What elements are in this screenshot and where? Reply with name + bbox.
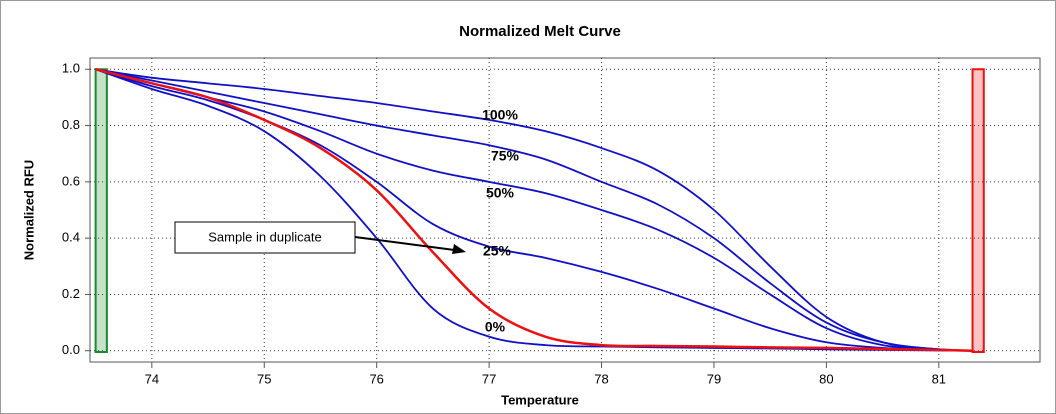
x-tick-label: 76 bbox=[369, 371, 383, 386]
annotation-arrow bbox=[354, 236, 463, 252]
x-axis-label: Temperature bbox=[501, 392, 579, 407]
y-tick-label: 0.6 bbox=[62, 173, 80, 188]
y-tick-label: 0.8 bbox=[62, 117, 80, 132]
curve-label: 50% bbox=[486, 185, 515, 201]
melt-curve bbox=[95, 68, 973, 352]
curve-label: 75% bbox=[491, 148, 520, 164]
arrow-head bbox=[452, 244, 466, 254]
curve-label: 25% bbox=[483, 243, 512, 259]
melt-curve bbox=[95, 68, 973, 352]
curve-label: 0% bbox=[485, 319, 506, 335]
annotation: Sample in duplicate bbox=[208, 229, 321, 244]
annotation-box bbox=[174, 221, 356, 254]
melt-curve bbox=[95, 68, 973, 352]
y-tick-label: 1.0 bbox=[62, 61, 80, 76]
y-tick-label: 0.2 bbox=[62, 286, 80, 301]
y-axis-label: Normalized RFU bbox=[21, 160, 36, 260]
melt-curve bbox=[95, 68, 973, 352]
marker-region bbox=[971, 68, 985, 354]
x-tick-label: 81 bbox=[932, 371, 946, 386]
melt-curve bbox=[95, 68, 973, 352]
x-tick-label: 80 bbox=[819, 371, 833, 386]
x-tick-label: 77 bbox=[482, 371, 496, 386]
marker-region bbox=[94, 68, 108, 354]
x-tick-label: 75 bbox=[257, 371, 271, 386]
chart-title: Normalized Melt Curve bbox=[459, 23, 621, 40]
x-tick-label: 74 bbox=[145, 371, 159, 386]
y-tick-label: 0.0 bbox=[62, 342, 80, 357]
x-tick-label: 79 bbox=[707, 371, 721, 386]
plot-area bbox=[89, 57, 1041, 363]
y-tick-label: 0.4 bbox=[62, 230, 80, 245]
curve-label: 100% bbox=[482, 107, 518, 123]
x-tick-label: 78 bbox=[594, 371, 608, 386]
